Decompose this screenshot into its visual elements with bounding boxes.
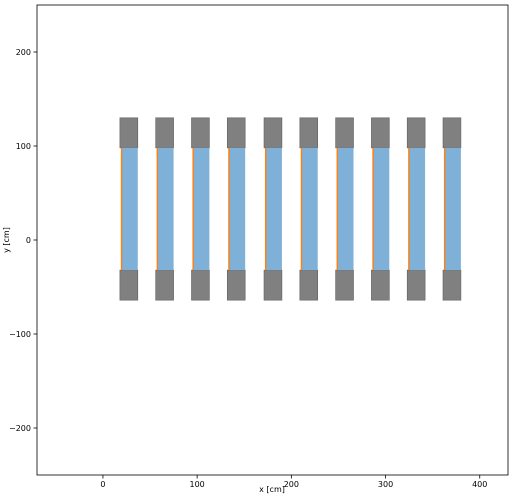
y-axis-label: y [cm] (2, 227, 11, 253)
rectangle (301, 147, 318, 271)
rectangle (119, 117, 139, 149)
rectangle (335, 117, 354, 149)
rectangle (121, 147, 138, 271)
rectangle (444, 147, 461, 271)
rectangle (264, 147, 267, 271)
rectangle (192, 147, 194, 271)
rectangle (409, 147, 426, 271)
rectangle (406, 117, 426, 149)
rectangle (335, 269, 354, 301)
rectangle (299, 269, 319, 301)
x-tick-label: 200 (284, 480, 299, 489)
x-axis-label: x [cm] (259, 485, 285, 494)
rectangle (300, 147, 303, 271)
rectangle (265, 147, 282, 271)
y-tick-label: 0 (26, 236, 31, 245)
rectangle (372, 147, 374, 271)
x-tick-label: 100 (189, 480, 204, 489)
rectangle (119, 269, 139, 301)
rectangle (156, 147, 159, 271)
rectangle (120, 147, 123, 271)
rectangle (191, 269, 210, 301)
rectangle (408, 147, 410, 271)
rectangle (226, 269, 246, 301)
rectangle (263, 269, 283, 301)
rectangle (155, 269, 174, 301)
rectangle (442, 117, 462, 149)
y-tick-label: 100 (16, 142, 31, 151)
x-tick-label: 0 (100, 480, 105, 489)
rectangle (229, 147, 246, 271)
rectangle (406, 269, 426, 301)
rectangle (442, 269, 462, 301)
rectangle (371, 269, 390, 301)
rectangle (299, 117, 319, 149)
y-tick-label: 200 (16, 48, 31, 57)
rectangle (263, 117, 283, 149)
rectangle (157, 147, 174, 271)
rectangle (443, 147, 446, 271)
x-tick-label: 400 (472, 480, 487, 489)
rectangle (228, 147, 230, 271)
rectangle (191, 117, 210, 149)
rectangle (337, 147, 354, 271)
rectangle (371, 117, 390, 149)
rectangle (226, 117, 246, 149)
rectangle (193, 147, 210, 271)
rectangle (373, 147, 390, 271)
y-tick-label: −200 (9, 424, 31, 433)
rectangle (155, 117, 174, 149)
y-tick-label: −100 (9, 330, 31, 339)
x-tick-label: 300 (378, 480, 393, 489)
rectangle (336, 147, 338, 271)
